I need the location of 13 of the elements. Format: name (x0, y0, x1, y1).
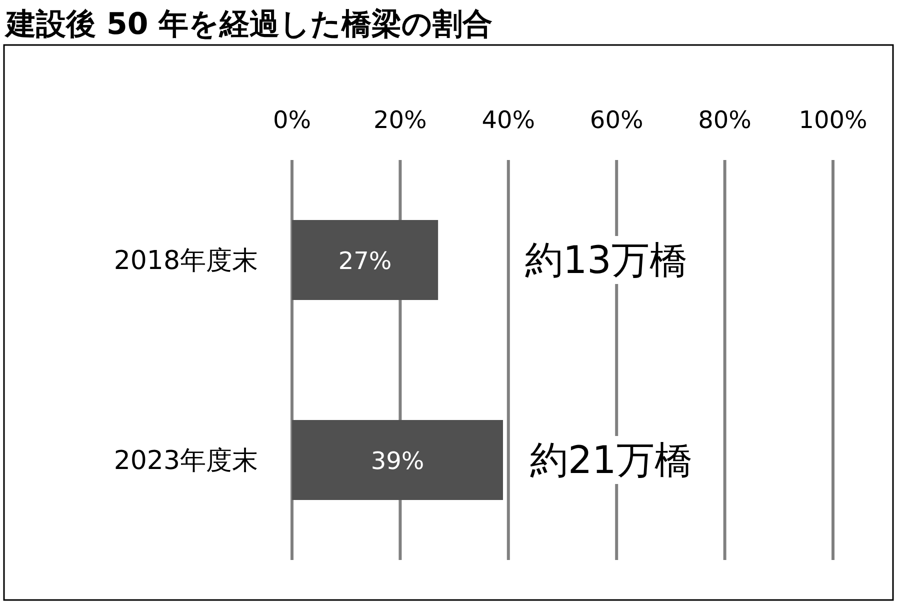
data-label: 27% (338, 247, 392, 275)
x-tick-label: 100% (798, 106, 868, 134)
y-tick-label: 2018年度末 (114, 246, 258, 276)
x-tick-label: 20% (374, 106, 427, 134)
x-tick-label: 0% (272, 106, 312, 134)
data-label: 39% (370, 447, 424, 475)
y-tick-label: 2023年度末 (114, 446, 258, 476)
annotation: 約21万橋 (530, 438, 692, 482)
annotation: 約13万橋 (525, 238, 688, 282)
x-tick-label: 60% (590, 106, 644, 134)
x-tick-label: 40% (482, 106, 536, 134)
x-tick-label: 80% (698, 106, 752, 134)
chart-title: 建設後 50 年を経過した橋梁の割合 (4, 7, 493, 42)
